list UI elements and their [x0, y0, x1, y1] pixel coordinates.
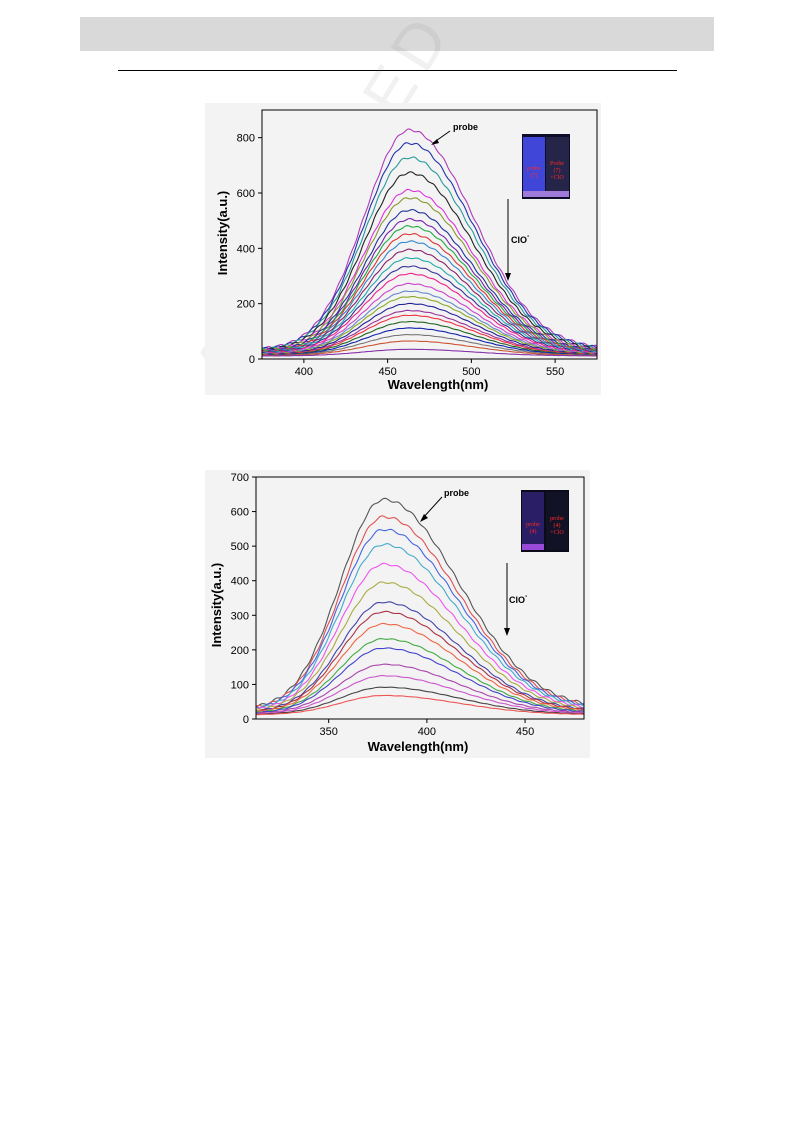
chart-1-y-tick-label: 600: [237, 188, 255, 200]
chart-2-x-axis-label: Wavelength(nm): [368, 739, 469, 754]
chart-2-probe-arrowhead: [420, 514, 428, 522]
chart-1-x-axis-label: Wavelength(nm): [388, 377, 489, 392]
chart-1-x-tick-label: 550: [546, 366, 564, 378]
chart-1-x-tick-label: 450: [378, 366, 396, 378]
chart-2-y-tick-label: 500: [231, 541, 249, 553]
chart-1-series-line-22: [261, 320, 598, 356]
svg-text:(4): (4): [530, 528, 537, 535]
chart-2-series-line-7: [255, 601, 585, 712]
chart-1-svg: 400 450 500 550 0 200 400 600 800 Wavelength(nm)…: [215, 109, 598, 392]
chart-1-series-line-8: [261, 217, 598, 353]
chart-2-y-tick-label: 400: [231, 576, 249, 588]
chart-2-series-line-12: [255, 663, 585, 715]
chart-1-series-line-16: [261, 282, 598, 355]
chart-1-series-line-23: [262, 327, 597, 356]
chart-1-series-line-25: [262, 340, 597, 357]
chart-1-series-line-19: [261, 302, 598, 356]
chart-2-x-tick-label: 400: [418, 726, 436, 738]
chart-2-series-line-9: [255, 622, 585, 713]
chart-1-series-line-1: [261, 128, 598, 350]
svg-text:(7): (7): [554, 167, 561, 174]
chart-2-series-group: [255, 497, 585, 716]
chart-2-decrease-arrowhead: [504, 628, 510, 636]
chart-1-series-line-11: [261, 240, 598, 354]
svg-text:+ClO: +ClO: [550, 530, 564, 536]
chart-1-vial-photo-inset: probe (7) Probe (7) +ClO: [522, 134, 570, 199]
chart-2-series-line-1: [255, 497, 585, 708]
chart-1-plot-frame: [261, 109, 598, 360]
chart-2-clo-label: ClO-: [509, 593, 528, 605]
header-rule: [118, 70, 677, 71]
svg-text:probe: probe: [526, 522, 540, 528]
chart-1-series-line-26: [262, 348, 598, 357]
chart-2-series-line-14: [255, 686, 585, 715]
chart-1-y-tick-label: 800: [237, 133, 255, 145]
chart-2-series-line-3: [255, 528, 585, 709]
chart-1-series-line-14: [261, 265, 598, 354]
chart-1-series-line-4: [261, 171, 598, 352]
chart-1-series-line-18: [261, 295, 598, 355]
svg-text:probe: probe: [550, 516, 564, 522]
chart-1-series-group: [261, 128, 598, 357]
chart-1-series-line-15: [261, 272, 598, 355]
chart-1-probe-arrowhead: [431, 139, 439, 145]
chart-1-series-line-12: [261, 248, 598, 354]
chart-2-probe-pointer: [421, 496, 443, 520]
chart-1-x-tick-label: 400: [295, 366, 313, 378]
chart-2-ticks: 350 400 450 0 100 200 300 400 500 600 700: [231, 472, 535, 738]
chart-1-series-line-3: [261, 156, 598, 351]
chart-1-series-line-24: [261, 334, 598, 357]
svg-text:+ClO: +ClO: [550, 175, 564, 181]
svg-text:(7): (7): [531, 172, 538, 179]
chart-1-y-axis-label: Intensity(a.u.): [215, 191, 230, 276]
chart-2-y-tick-label: 100: [231, 679, 249, 691]
chart-2-y-tick-label: 0: [243, 714, 249, 726]
chart-2-series-line-4: [255, 543, 585, 710]
chart-2-y-tick-label: 600: [231, 507, 249, 519]
chart-1-y-tick-label: 200: [237, 299, 255, 311]
chart-1-y-tick-label: 400: [237, 243, 255, 255]
chart-1-x-tick-label: 500: [462, 366, 480, 378]
chart-1-series-line-21: [261, 314, 598, 356]
chart-2-x-tick-label: 450: [516, 726, 534, 738]
chart-2-plot-frame: [255, 476, 585, 720]
chart-2-y-tick-label: 300: [231, 610, 249, 622]
chart-2-svg: 350 400 450 0 100 200 300 400 500 600 700 Waveleng…: [209, 472, 585, 754]
chart-2-series-line-13: [255, 675, 585, 715]
chart-2-series-line-15: [256, 694, 585, 716]
svg-text:(4): (4): [554, 522, 561, 529]
chart-2-y-tick-label: 200: [231, 645, 249, 657]
fluorescence-spectra-chart-2: 350 400 450 0 100 200 300 400 500 600 700 Waveleng…: [205, 470, 590, 758]
chart-2-x-tick-label: 350: [319, 726, 337, 738]
chart-2-y-tick-label: 700: [231, 472, 249, 484]
chart-2-series-line-2: [255, 515, 585, 707]
svg-text:Probe: Probe: [550, 161, 564, 167]
chart-2-series-line-5: [255, 562, 585, 710]
chart-2-y-axis-label: Intensity(a.u.): [209, 563, 224, 648]
chart-2-series-line-10: [255, 638, 585, 713]
chart-1-series-line-5: [261, 188, 598, 352]
chart-2-probe-annotation: probe: [444, 488, 469, 498]
chart-2-series-line-6: [255, 581, 585, 711]
chart-2-series-line-8: [255, 610, 585, 713]
chart-1-ticks: 400 450 500 550 0 200 400 600 800: [237, 133, 565, 378]
running-header-band: [80, 17, 714, 51]
chart-1-series-line-7: [261, 208, 598, 353]
chart-2-vial-photo-inset: probe (4) probe (4) +ClO: [521, 490, 569, 552]
chart-1-clo-label: ClO-: [511, 233, 530, 245]
fluorescence-spectra-chart-1: 400 450 500 550 0 200 400 600 800 Wavelength(nm)…: [205, 103, 601, 395]
chart-1-y-tick-label: 0: [249, 354, 255, 366]
svg-text:probe: probe: [527, 166, 541, 172]
chart-1-decrease-arrowhead: [505, 273, 511, 281]
chart-1-probe-annotation: probe: [453, 122, 478, 132]
chart-2-series-line-11: [255, 647, 585, 714]
